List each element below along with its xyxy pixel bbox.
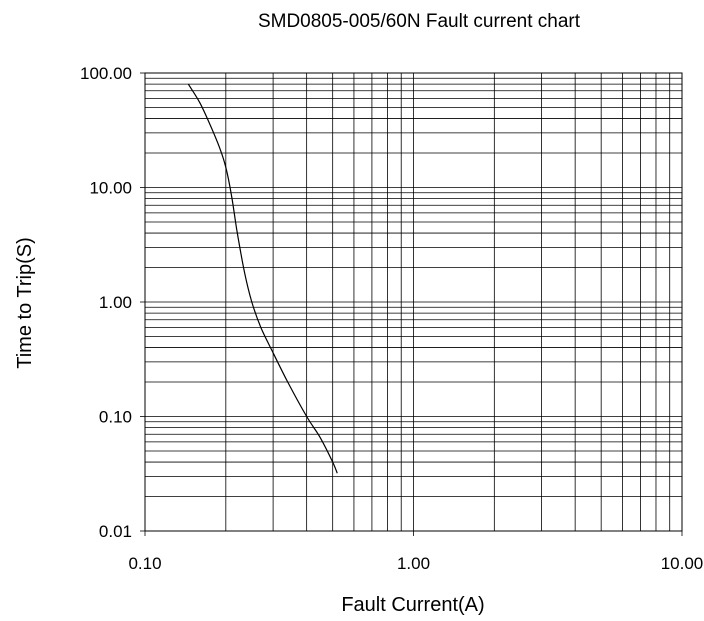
y-tick-label: 1.00 [99, 293, 132, 312]
fault-current-curve [187, 83, 338, 474]
x-axis-label: Fault Current(A) [341, 594, 484, 616]
y-tick-label: 0.10 [99, 408, 132, 427]
x-tick-label: 1.00 [397, 554, 430, 573]
chart-title: SMD0805-005/60N Fault current chart [258, 11, 581, 32]
y-tick-label: 100.00 [80, 64, 132, 83]
y-tick-label: 10.00 [89, 179, 132, 198]
x-tick-labels: 0.10 1.00 10.00 [128, 531, 703, 573]
x-tick-label: 0.10 [128, 554, 161, 573]
y-tick-label: 0.01 [99, 522, 132, 541]
y-axis-label: Time to Trip(S) [14, 237, 36, 369]
x-tick-label: 10.00 [661, 554, 704, 573]
grid [144, 73, 682, 532]
y-tick-labels: 100.00 10.00 1.00 0.10 0.01 [80, 64, 145, 541]
